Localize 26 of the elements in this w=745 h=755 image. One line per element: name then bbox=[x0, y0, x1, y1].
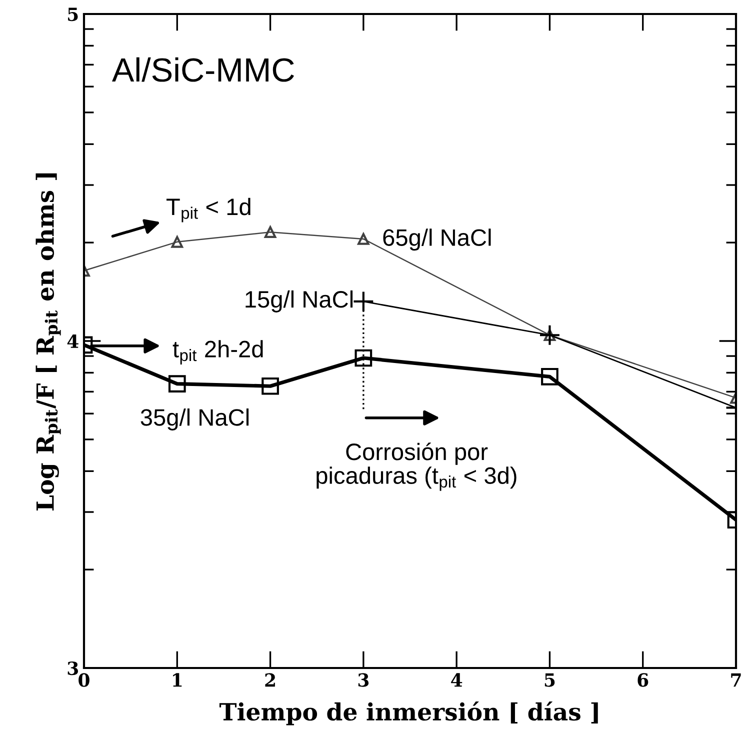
point bbox=[538, 324, 560, 346]
x-tick-label: 4 bbox=[451, 673, 462, 687]
x-tick-label: 6 bbox=[638, 673, 648, 687]
point bbox=[358, 233, 370, 245]
x-tick-label: 2 bbox=[265, 673, 275, 687]
point bbox=[352, 290, 374, 312]
x-tick-label: 1 bbox=[173, 673, 182, 687]
point bbox=[262, 377, 279, 395]
annotation: Corrosión por picaduras (t$_{pit}$ < 3d) bbox=[316, 442, 516, 491]
text: Al/SiC-MMC bbox=[112, 57, 294, 82]
x-axis-title: Tiempo de inmersión [ días ] bbox=[219, 701, 598, 726]
y-tick-label: 4 bbox=[67, 334, 78, 348]
annotation: T$_{pit}$ < 1d bbox=[166, 198, 250, 222]
x-tick-label: 7 bbox=[731, 673, 741, 687]
y-tick-label: 3 bbox=[68, 661, 78, 676]
series-label: 15g/l NaCl bbox=[246, 290, 353, 312]
series-label: 35g/l NaCl bbox=[140, 408, 249, 430]
x-tick-label: 0 bbox=[78, 673, 90, 687]
point bbox=[354, 349, 372, 367]
x-tick-label: 5 bbox=[544, 673, 555, 687]
point bbox=[264, 226, 276, 238]
y-tick-label: 5 bbox=[68, 8, 78, 22]
x-tick-label: 3 bbox=[358, 673, 369, 687]
annotation: t$_{pit}$ 2h-2d bbox=[172, 340, 263, 364]
series-label: 65g/l NaCl bbox=[383, 228, 491, 251]
y-axis-title: Log R$_{pit}$/F [ R$_{pit}$ en ohms ] bbox=[36, 173, 61, 510]
